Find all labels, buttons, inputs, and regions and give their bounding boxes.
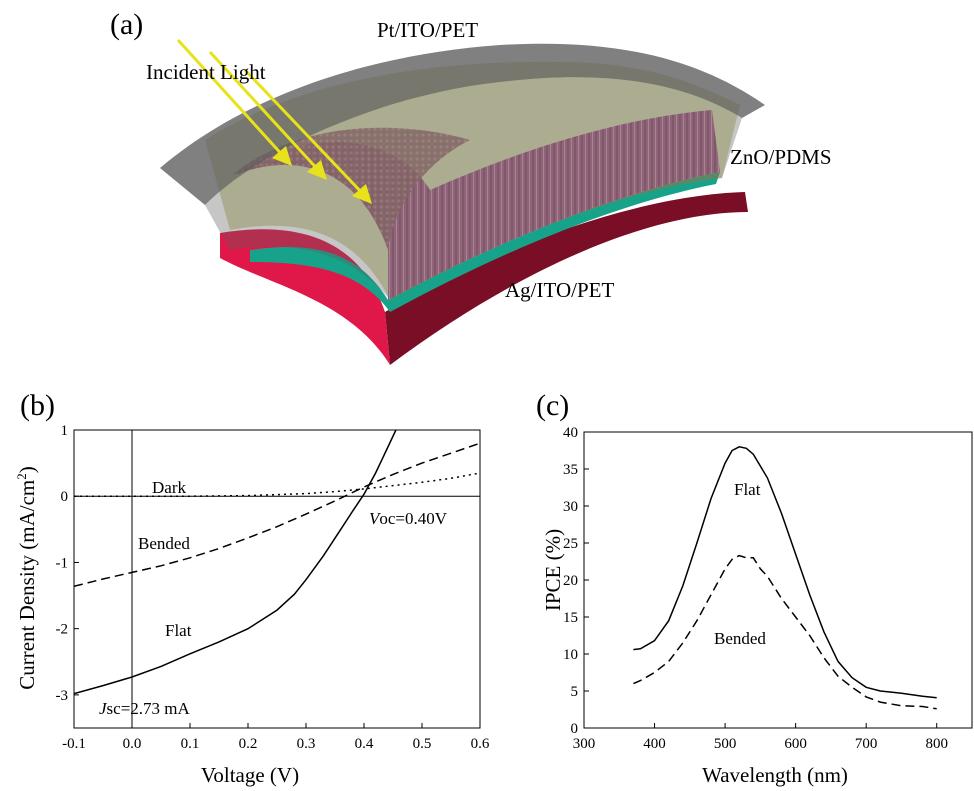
ipce-x-tick-label: 600 xyxy=(784,736,807,752)
nanorod-tops xyxy=(232,127,470,250)
jv-x-axis-title: Voltage (V) xyxy=(201,763,299,787)
ipce-plot-area: 300 400 500 600 700 800 0 5 10 15 20 25 30 35 40 xyxy=(563,425,973,752)
ipce-y-tick-label: 5 xyxy=(571,684,579,700)
seed-layer xyxy=(250,172,720,312)
jv-plot-area: -0.1 0.0 0.1 0.2 0.3 0.4 0.5 0.6 1 0 -1 -2 -3 xyxy=(56,423,490,752)
panel-label-c: (c) xyxy=(536,389,570,422)
ipce-series-flat xyxy=(633,446,937,699)
jv-x-tick-label: 0.6 xyxy=(471,736,490,752)
dark-label: Dark xyxy=(152,478,186,497)
ipce-y-tick-label: 20 xyxy=(563,573,578,589)
ipce-y-tick-label: 35 xyxy=(563,462,578,478)
voc-label: Voc=0.40V xyxy=(369,509,448,528)
flat-label-b: Flat xyxy=(165,621,192,640)
jv-series-flat xyxy=(74,430,397,695)
active-layer-label: ZnO/PDMS xyxy=(730,145,832,169)
jv-y-tick-label: 1 xyxy=(61,423,69,439)
ipce-frame xyxy=(583,431,973,729)
bottom-substrate-edge xyxy=(385,192,748,365)
bottom-electrode-label: Ag/ITO/PET xyxy=(505,278,615,302)
ipce-x-tick-label: 300 xyxy=(573,736,596,752)
jv-x-tick-label: 0.3 xyxy=(297,736,316,752)
jv-series-bended xyxy=(74,442,480,588)
jv-x-tick-label: 0.5 xyxy=(413,736,432,752)
panel-label-b: (b) xyxy=(20,389,55,422)
bended-label: Bended xyxy=(138,534,190,553)
ipce-y-tick-label: 0 xyxy=(571,721,579,737)
jv-y-tick-label: -2 xyxy=(56,622,69,638)
ipce-y-tick-label: 40 xyxy=(563,425,578,441)
device-illustration xyxy=(160,38,765,365)
ipce-x-tick-label: 500 xyxy=(714,736,737,752)
ipce-series-bended xyxy=(633,554,937,710)
ipce-y-tick-label: 10 xyxy=(563,647,578,663)
top-electrode-sheet xyxy=(160,43,765,205)
incident-light-label: Incident Light xyxy=(146,60,266,84)
jv-x-tick-label: 0.4 xyxy=(355,736,374,752)
flat-label-c: Flat xyxy=(734,480,761,499)
jv-x-tick-label: 0.0 xyxy=(123,736,142,752)
ipce-x-tick-label: 400 xyxy=(643,736,666,752)
bended-label-c: Bended xyxy=(714,629,766,648)
jv-frame xyxy=(73,429,481,729)
jv-x-tick-label: -0.1 xyxy=(62,736,86,752)
jv-series-dark xyxy=(74,472,480,497)
jv-y-tick-label: -3 xyxy=(56,688,69,704)
ipce-x-tick-label: 700 xyxy=(855,736,878,752)
top-electrode-label: Pt/ITO/PET xyxy=(377,18,479,42)
ipce-y-tick-label: 15 xyxy=(563,610,578,626)
jv-x-tick-label: 0.1 xyxy=(181,736,200,752)
jv-x-tick-label: 0.2 xyxy=(239,736,258,752)
incident-light-arrows xyxy=(176,38,372,204)
ipce-y-axis-title: IPCE (%) xyxy=(541,529,565,611)
ipce-y-tick-label: 30 xyxy=(563,499,578,515)
top-electrode-sheet-body xyxy=(205,77,742,300)
panel-label-a: (a) xyxy=(110,8,144,41)
ipce-x-axis-title: Wavelength (nm) xyxy=(702,763,848,787)
jv-y-tick-label: 0 xyxy=(61,489,69,505)
jv-y-tick-label: -1 xyxy=(56,555,69,571)
ipce-y-tick-label: 25 xyxy=(563,536,578,552)
jv-y-axis-title: Current Density (mA/cm2) xyxy=(14,466,39,689)
ipce-x-tick-label: 800 xyxy=(925,736,948,752)
jsc-label: Jsc=2.73 mA xyxy=(99,699,191,718)
